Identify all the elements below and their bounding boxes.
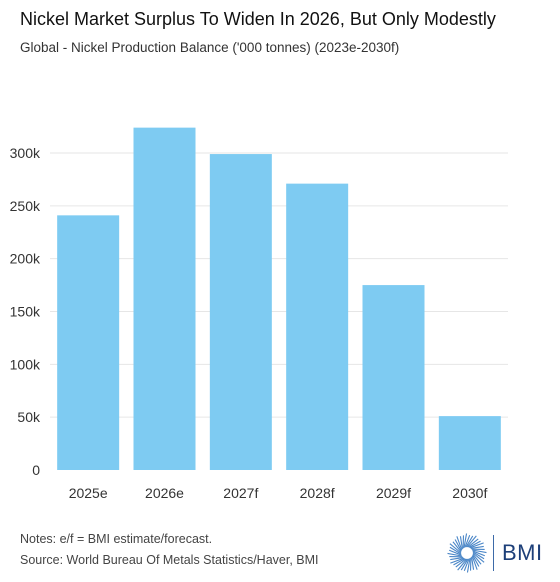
logo-ray [463,533,468,548]
logo-ray [457,558,468,571]
chart-title: Nickel Market Surplus To Widen In 2026, … [20,9,496,29]
logo-ray [454,539,462,552]
logo-ray [456,536,463,551]
logo-text: BMI [502,540,543,565]
logo-ray [472,553,482,565]
logo-ray [460,558,469,571]
bar-2029f [362,285,425,470]
logo-ray [463,558,470,571]
bar-2028f [286,183,349,471]
logo-ray [470,545,484,549]
logo-ray [449,543,462,554]
logo-ray [472,554,480,567]
y-tick-label: 0 [32,462,40,478]
x-tick-label: 2026e [145,485,184,501]
bar-2026e [133,127,196,470]
logo-ray [465,535,474,548]
logo-ray [467,538,479,548]
logo-ray [472,552,485,563]
bar-2025e [57,215,120,470]
x-tick-label: 2027f [223,485,258,501]
logo-ray [472,550,485,557]
logo-ray [472,551,485,560]
grid-lines [50,152,508,418]
y-tick-label: 100k [10,356,41,372]
logo-ray [459,536,463,550]
logo-ray [466,535,477,548]
logo-ray [469,542,484,549]
chart-notes: Notes: e/f = BMI estimate/forecast. [20,532,213,546]
y-tick-label: 150k [10,304,41,320]
logo-ray [449,549,462,556]
logo-ray [447,552,462,557]
x-tick-label: 2029f [376,485,411,501]
y-tick-label: 200k [10,251,41,267]
logo-ray [453,558,466,566]
logo-ray [471,556,475,570]
x-tick-label: 2025e [69,485,108,501]
bar-2030f [438,416,501,470]
bars [57,127,501,471]
logo-ray [472,549,487,554]
logo-ray [455,558,467,568]
x-tick-label: 2030f [452,485,487,501]
logo-ray [452,541,462,553]
bmi-logo: BMI [447,533,543,573]
y-tick-label: 50k [17,409,41,425]
logo-divider [493,535,494,571]
logo-ray [464,535,471,548]
x-axis-ticks: 2025e 2026e 2027f 2028f 2029f 2030f [69,485,488,501]
y-tick-label: 300k [10,145,41,161]
logo-ray [468,540,481,548]
bar-2027f [209,154,272,470]
bmi-globe-icon [447,533,487,573]
logo-ray [466,558,471,573]
logo-ray [450,557,465,564]
y-axis-ticks: 0 50k 100k 150k 200k 250k 300k [10,145,41,478]
y-tick-label: 250k [10,198,41,214]
x-tick-label: 2028f [300,485,335,501]
logo-ray [449,546,462,555]
logo-ray [450,557,464,561]
chart-subtitle: Global - Nickel Production Balance ('000… [20,40,400,55]
logo-ray [471,555,478,570]
chart-source: Source: World Bureau Of Metals Statistic… [20,553,319,567]
